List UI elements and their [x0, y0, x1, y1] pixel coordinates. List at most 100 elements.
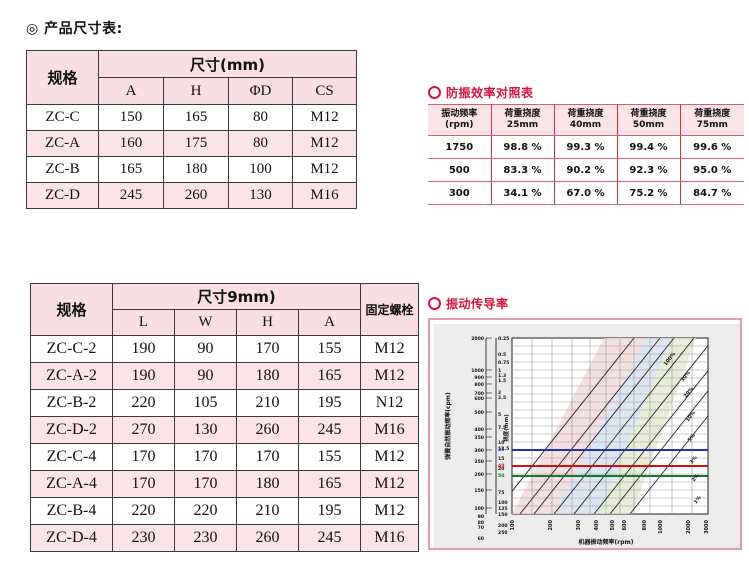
table-row: ZC-D 245 260 130 M16	[26, 182, 358, 209]
header-deflection-25-line2: 25mm	[506, 120, 539, 130]
table-row: ZC-B 165 180 100 M12	[26, 156, 358, 183]
svg-text:2: 2	[498, 390, 501, 396]
cell-l: 230	[112, 524, 175, 552]
table-header-row: 振动频率 (rpm) 荷重挠度 25mm 荷重挠度 40mm 荷重挠度 50mm…	[428, 104, 744, 136]
cell-rpm: 500	[428, 158, 492, 182]
header-spec: 规格	[30, 283, 113, 336]
cell-bolt: M12	[360, 497, 419, 525]
table-row: 500 83.3 % 90.2 % 92.3 % 95.0 %	[428, 158, 744, 182]
cell-rpm: 300	[428, 181, 492, 205]
cell-w: 230	[174, 524, 237, 552]
chart-xaxis-ticks: 100 200 300 400 500 600 800 1000 2000 30…	[510, 519, 710, 533]
svg-text:700: 700	[474, 391, 484, 397]
svg-text:60: 60	[478, 536, 484, 542]
cell-a: 160	[98, 130, 164, 157]
header-deflection-50: 荷重挠度 50mm	[616, 104, 681, 136]
header-deflection-40: 荷重挠度 40mm	[553, 104, 618, 136]
cell-spec: ZC-A-2	[30, 362, 113, 390]
header-deflection-40-line2: 40mm	[569, 120, 602, 130]
svg-text:300: 300	[576, 519, 582, 530]
cell-spec: ZC-B-2	[30, 389, 113, 417]
svg-text:400: 400	[474, 427, 484, 433]
cell-bolt: M12	[360, 443, 419, 471]
chart-canvas: 100% 30% 20% 10% 5% 3% 2% 1% 2000 1000 90…	[434, 324, 740, 548]
svg-text:250: 250	[498, 530, 508, 536]
svg-text:10: 10	[498, 440, 504, 446]
svg-text:350: 350	[474, 435, 484, 441]
svg-text:50: 50	[498, 473, 504, 479]
cell-d40: 90.2 %	[553, 158, 618, 182]
cell-h: 165	[163, 104, 229, 131]
svg-text:2%: 2%	[691, 473, 701, 483]
cell-cs: M12	[291, 156, 358, 183]
header-deflection-75: 荷重挠度 75mm	[679, 104, 744, 136]
cell-w: 90	[174, 362, 237, 390]
cell-d: 80	[228, 130, 293, 157]
header-col-a: A	[298, 309, 361, 336]
cell-a: 150	[98, 104, 164, 131]
header-frequency-line1: 振动频率	[441, 108, 478, 119]
page-title: ◎ 产品尺寸表:	[26, 21, 123, 37]
cell-a: 165	[98, 156, 164, 183]
chart-highlight-lines	[512, 449, 708, 477]
cell-a: 195	[298, 497, 361, 525]
product-dimension-heading: ◎ 产品尺寸表:	[26, 18, 123, 38]
cell-spec: ZC-D	[26, 182, 99, 209]
cell-d25: 83.3 %	[490, 158, 555, 182]
svg-text:200: 200	[498, 523, 508, 529]
cell-a: 165	[298, 470, 361, 498]
cell-spec: ZC-A-4	[30, 470, 113, 498]
double-circle-icon	[428, 297, 441, 310]
svg-text:0.25: 0.25	[498, 336, 509, 342]
table-row: ZC-B-4 220 220 210 195 M12	[30, 497, 419, 525]
svg-text:500: 500	[610, 519, 616, 530]
cell-cs: M12	[291, 130, 358, 157]
cell-d50: 92.3 %	[616, 158, 681, 182]
svg-text:2.5: 2.5	[498, 395, 506, 401]
svg-text:1%: 1%	[693, 495, 703, 505]
cell-spec: ZC-C	[26, 104, 99, 131]
svg-text:1: 1	[498, 368, 501, 374]
cell-spec: ZC-A	[26, 130, 99, 157]
header-col-cs: CS	[291, 77, 358, 105]
table-row: ZC-D-2 270 130 260 245 M16	[30, 416, 419, 444]
cell-h: 175	[163, 130, 229, 157]
mount-dimension-table: 规格 尺寸9mm) 固定螺栓 L W H A ZC-C-2 190 90 170…	[30, 283, 419, 552]
table-header-row: 规格 尺寸(mm)	[26, 50, 358, 105]
svg-text:5%: 5%	[687, 433, 697, 443]
table-row: 300 34.1 % 67.0 % 75.2 % 84.7 %	[428, 181, 744, 205]
header-deflection-25-line1: 荷重挠度	[504, 108, 541, 119]
svg-text:150: 150	[498, 512, 508, 518]
header-frequency-line2: (rpm)	[445, 120, 474, 130]
table-row: 1750 98.8 % 99.3 % 99.4 % 99.6 %	[428, 135, 744, 159]
table-row: ZC-A-2 190 90 180 165 M12	[30, 362, 419, 390]
cell-d: 130	[228, 182, 293, 209]
cell-h: 260	[163, 182, 229, 209]
cell-d40: 99.3 %	[553, 135, 618, 159]
cell-a: 245	[298, 416, 361, 444]
cell-spec: ZC-D-2	[30, 416, 113, 444]
header-col-d: ΦD	[228, 77, 293, 105]
header-spec: 规格	[26, 50, 99, 105]
cell-l: 220	[112, 389, 175, 417]
cell-a: 245	[298, 524, 361, 552]
svg-text:200: 200	[548, 519, 554, 530]
efficiency-heading: 防振效率对照表	[428, 84, 534, 101]
cell-d: 100	[228, 156, 293, 183]
svg-text:1.3: 1.3	[498, 373, 506, 379]
cell-a: 155	[298, 335, 361, 363]
cell-h: 170	[236, 443, 299, 471]
cell-w: 105	[174, 389, 237, 417]
cell-cs: M16	[291, 182, 358, 209]
svg-text:25: 25	[498, 447, 504, 453]
svg-text:2000: 2000	[471, 336, 484, 342]
cell-w: 130	[174, 416, 237, 444]
cell-h: 210	[236, 497, 299, 525]
header-col-w: W	[174, 309, 237, 336]
product-dimension-table: 规格 尺寸(mm) A H ΦD CS ZC-C 150 165 80 M12 …	[26, 50, 358, 209]
chart-yaxis-label-deflection: 挠度(mm)	[502, 414, 510, 442]
svg-text:800: 800	[474, 382, 484, 388]
header-deflection-75-line2: 75mm	[696, 120, 728, 130]
header-col-h: H	[163, 77, 229, 105]
table-row: ZC-A-4 170 170 180 165 M12	[30, 470, 419, 498]
